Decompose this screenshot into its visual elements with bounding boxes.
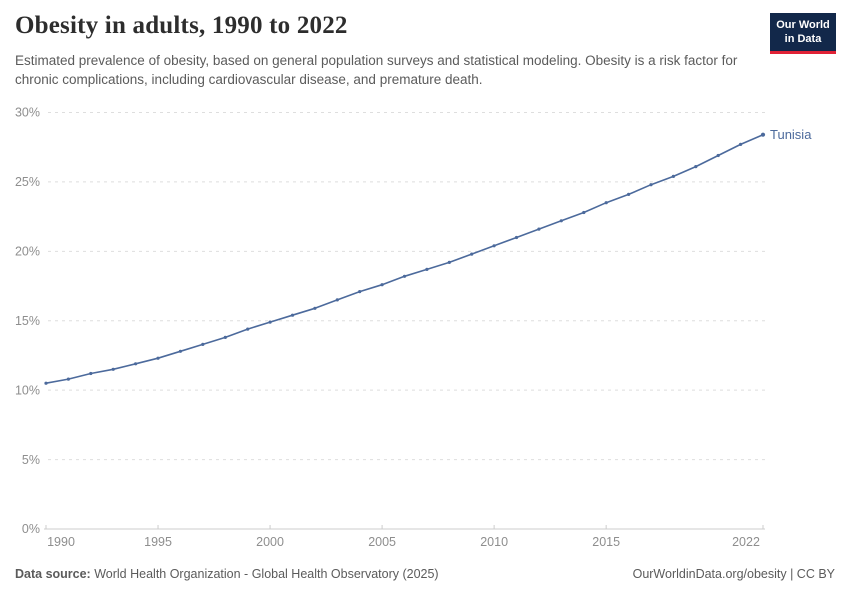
series-label[interactable]: Tunisia [770,127,812,142]
data-point[interactable] [402,274,407,278]
data-point[interactable] [335,298,339,302]
data-point[interactable] [66,377,70,381]
data-point[interactable] [537,227,541,231]
y-axis-tick-label: 10% [15,383,40,397]
data-point[interactable] [470,252,474,256]
data-point[interactable] [44,381,48,385]
data-source-label: Data source: [15,567,91,581]
y-axis-tick-label: 15% [15,314,40,328]
footer-link[interactable]: OurWorldinData.org/obesity | CC BY [632,567,835,581]
chart-footer: Data source: World Health Organization -… [15,567,835,581]
data-point[interactable] [716,153,720,158]
data-point[interactable] [425,267,429,271]
owid-logo[interactable]: Our World in Data [770,13,836,54]
data-point[interactable] [380,283,384,287]
data-point[interactable] [268,320,272,324]
x-axis-tick-label: 2005 [368,535,396,549]
x-axis-tick-label: 2010 [480,535,508,549]
owid-logo-line2: in Data [784,33,822,46]
data-point[interactable] [290,313,295,317]
owid-logo-line1: Our World [776,19,830,31]
data-point[interactable] [671,174,676,178]
tunisia-line[interactable] [45,133,764,384]
data-point[interactable] [694,165,698,169]
y-axis-tick-label: 20% [15,245,40,259]
data-point[interactable] [760,132,766,137]
data-point[interactable] [492,244,496,248]
data-point[interactable] [134,362,138,366]
data-point[interactable] [627,192,631,196]
data-point[interactable] [447,260,451,264]
data-source: Data source: World Health Organization -… [15,567,439,581]
x-axis-tick-label: 1990 [47,535,75,549]
data-point[interactable] [559,219,563,223]
data-point[interactable] [111,367,115,371]
y-axis-tick-label: 0% [22,522,40,536]
data-point[interactable] [358,290,362,294]
x-axis-tick-label: 2022 [732,535,760,549]
data-point[interactable] [201,342,205,346]
y-axis-tick-label: 25% [15,175,40,189]
chart-subtitle: Estimated prevalence of obesity, based o… [15,53,738,87]
chart-title: Obesity in adults, 1990 to 2022 [15,12,348,39]
data-point[interactable] [604,201,608,205]
x-axis-tick-label: 1995 [144,535,172,549]
data-point[interactable] [514,235,519,240]
data-point[interactable] [156,356,160,360]
data-source-text: World Health Organization - Global Healt… [94,567,439,581]
data-point[interactable] [246,327,250,331]
data-point[interactable] [649,183,653,187]
data-point[interactable] [739,142,743,146]
y-axis-tick-label: 5% [22,453,40,467]
data-point[interactable] [223,335,227,339]
x-axis-tick-label: 2015 [592,535,620,549]
data-point[interactable] [313,306,317,310]
data-point[interactable] [89,371,93,376]
data-point[interactable] [178,349,182,353]
data-point[interactable] [582,210,586,215]
x-axis-tick-label: 2000 [256,535,284,549]
y-axis-tick-label: 30% [15,106,40,120]
